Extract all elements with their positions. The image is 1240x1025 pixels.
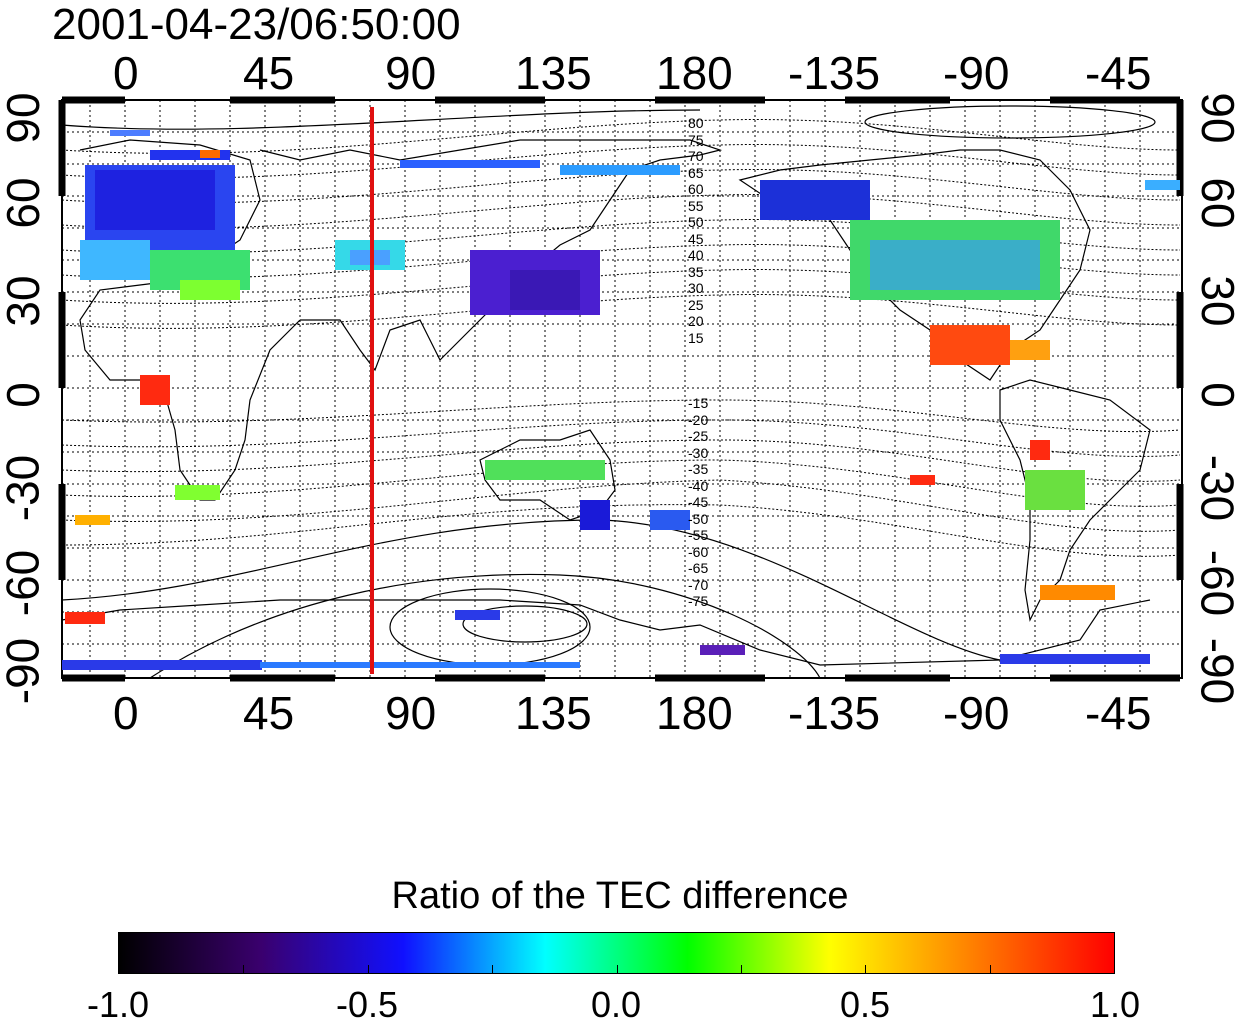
- colorbar-minor-tick: [865, 965, 866, 973]
- contour-label: 80: [688, 116, 704, 130]
- y-tick-left: -30: [0, 441, 46, 536]
- contour-label: 60: [688, 182, 704, 196]
- y-tick-right: -90: [1195, 624, 1240, 719]
- contour-label: 70: [688, 149, 704, 163]
- y-tick-right: 60: [1195, 173, 1240, 233]
- colorbar-minor-tick: [741, 965, 742, 973]
- contour-label: 65: [688, 166, 704, 180]
- x-tick-bottom: 90: [385, 690, 436, 736]
- contour-label: -25: [688, 429, 708, 443]
- x-tick-top: -45: [1085, 50, 1151, 96]
- contour-label: 15: [688, 331, 704, 345]
- colorbar-tick: 0.0: [591, 985, 641, 1025]
- x-tick-bottom: -90: [943, 690, 1009, 736]
- y-tick-left: 0: [0, 365, 46, 425]
- contour-label: -60: [688, 545, 708, 559]
- contour-label: -65: [688, 561, 708, 575]
- colorbar-title: Ratio of the TEC difference: [0, 874, 1240, 918]
- contour-label: 40: [688, 248, 704, 262]
- y-tick-right: -60: [1195, 536, 1240, 631]
- x-tick-bottom: 180: [656, 690, 733, 736]
- colorbar-minor-tick: [617, 965, 618, 973]
- contour-label: -45: [688, 495, 708, 509]
- x-tick-top: 0: [113, 50, 139, 96]
- contour-label: 75: [688, 133, 704, 147]
- contour-label: -55: [688, 528, 708, 542]
- y-tick-left: 60: [0, 173, 46, 233]
- contour-label: 55: [688, 199, 704, 213]
- x-tick-top: -135: [788, 50, 880, 96]
- x-tick-top: 45: [243, 50, 294, 96]
- y-tick-left: 90: [0, 88, 46, 148]
- contour-label: 45: [688, 232, 704, 246]
- map-plot: [0, 0, 1240, 870]
- contour-label: -30: [688, 446, 708, 460]
- contour-label: -20: [688, 413, 708, 427]
- x-tick-bottom: -45: [1085, 690, 1151, 736]
- colorbar-minor-tick: [990, 965, 991, 973]
- contour-label: 30: [688, 281, 704, 295]
- y-tick-left: -90: [0, 624, 46, 719]
- colorbar-tick: 0.5: [840, 985, 890, 1025]
- colorbar-tick: 1.0: [1090, 985, 1140, 1025]
- contour-label: 20: [688, 314, 704, 328]
- colorbar-tick: -1.0: [87, 985, 149, 1025]
- y-tick-right: -30: [1195, 441, 1240, 536]
- y-tick-right: 0: [1195, 365, 1240, 425]
- x-tick-bottom: 135: [515, 690, 592, 736]
- contour-label: -40: [688, 479, 708, 493]
- contour-label: -70: [688, 578, 708, 592]
- y-tick-right: 90: [1195, 88, 1240, 148]
- colorbar-minor-tick: [368, 965, 369, 973]
- x-tick-bottom: -135: [788, 690, 880, 736]
- contour-label: 25: [688, 298, 704, 312]
- contour-label: 35: [688, 265, 704, 279]
- x-tick-top: 180: [656, 50, 733, 96]
- contour-label: -75: [688, 594, 708, 608]
- contour-label: -50: [688, 512, 708, 526]
- y-tick-left: -60: [0, 536, 46, 631]
- x-tick-top: -90: [943, 50, 1009, 96]
- contour-label: -15: [688, 396, 708, 410]
- y-tick-left: 30: [0, 271, 46, 331]
- x-tick-bottom: 45: [243, 690, 294, 736]
- x-tick-bottom: 0: [113, 690, 139, 736]
- x-tick-top: 90: [385, 50, 436, 96]
- colorbar-minor-tick: [243, 965, 244, 973]
- colorbar: [118, 932, 1115, 974]
- contour-label: -35: [688, 462, 708, 476]
- x-tick-top: 135: [515, 50, 592, 96]
- colorbar-minor-tick: [492, 965, 493, 973]
- y-tick-right: 30: [1195, 271, 1240, 331]
- colorbar-tick: -0.5: [336, 985, 398, 1025]
- contour-label: 50: [688, 215, 704, 229]
